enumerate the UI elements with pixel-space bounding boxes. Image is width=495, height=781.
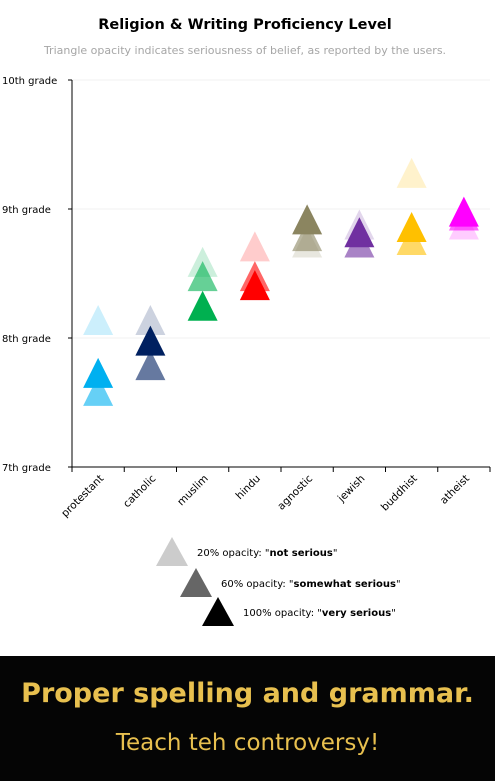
chart-subtitle: Triangle opacity indicates seriousness o… <box>43 44 446 57</box>
banner-subline: Teach teh controversy! <box>115 730 380 756</box>
triangle-marker <box>187 261 218 292</box>
y-tick-label: 9th grade <box>2 205 51 216</box>
triangle-marker <box>83 304 114 335</box>
category-label: hindu <box>234 473 263 502</box>
category-label: buddhist <box>379 473 420 514</box>
category-label: atheist <box>438 473 472 507</box>
gridlines <box>72 79 490 339</box>
legend-triangle <box>202 597 234 626</box>
triangle-marker <box>448 196 479 227</box>
triangle-marker <box>239 231 270 262</box>
banner-headline: Proper spelling and grammar. <box>21 678 474 709</box>
banner: Proper spelling and grammar. Teach teh c… <box>0 656 495 781</box>
legend-triangle <box>156 537 188 566</box>
data-markers <box>83 157 479 406</box>
triangle-marker <box>135 325 166 356</box>
triangle-marker <box>135 304 166 335</box>
category-label: jewish <box>335 473 368 506</box>
category-label: catholic <box>121 472 159 510</box>
category-label: muslim <box>175 473 211 509</box>
triangle-marker <box>135 350 166 381</box>
y-tick-label: 10th grade <box>2 76 57 87</box>
y-tick-label: 7th grade <box>2 463 51 474</box>
category-label: agnostic <box>275 472 315 512</box>
legend-label: 100% opacity: "very serious" <box>243 608 396 619</box>
triangle-marker <box>83 357 114 388</box>
legend-label: 60% opacity: "somewhat serious" <box>221 579 401 590</box>
triangle-marker <box>292 221 323 252</box>
triangle-marker <box>239 270 270 301</box>
triangle-marker <box>344 217 375 248</box>
legend-triangle <box>180 568 212 597</box>
category-label: protestant <box>59 473 106 520</box>
chart-title: Religion & Writing Proficiency Level <box>98 17 391 33</box>
chart: Religion & Writing Proficiency Level Tri… <box>2 17 491 626</box>
legend-label: 20% opacity: "not serious" <box>197 548 337 559</box>
y-tick-label: 8th grade <box>2 334 51 345</box>
triangle-marker <box>396 157 427 188</box>
legend: 20% opacity: "not serious" 60% opacity: "… <box>156 537 401 626</box>
triangle-marker <box>396 212 427 243</box>
triangle-marker <box>83 375 114 406</box>
triangle-marker <box>292 204 323 235</box>
triangle-marker <box>187 290 218 321</box>
